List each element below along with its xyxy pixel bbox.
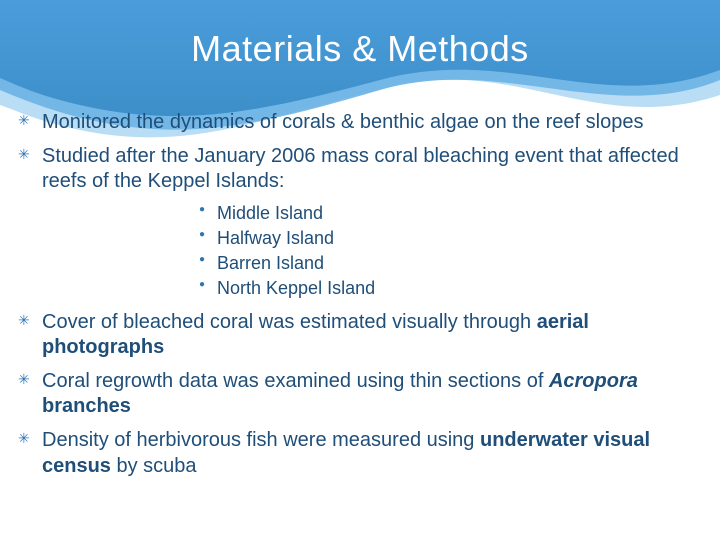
bullet-text: Coral regrowth data was examined using t…: [42, 370, 549, 392]
sub-bullet-list: Middle Island Halfway Island Barren Isla…: [42, 201, 702, 302]
bullet-text: by scuba: [111, 455, 197, 477]
slide-body: Monitored the dynamics of corals & benth…: [0, 110, 720, 487]
bullet-text: Studied after the January 2006 mass cora…: [42, 145, 679, 193]
sub-bullet-item: Middle Island: [217, 201, 702, 226]
bullet-item: Density of herbivorous fish were measure…: [28, 428, 702, 479]
bold-text: branches: [42, 395, 131, 417]
sub-bullet-item: North Keppel Island: [217, 276, 702, 301]
bullet-item: Coral regrowth data was examined using t…: [28, 369, 702, 420]
bullet-item: Studied after the January 2006 mass cora…: [28, 144, 702, 302]
bullet-item: Cover of bleached coral was estimated vi…: [28, 310, 702, 361]
bold-italic-text: Acropora: [549, 370, 638, 392]
bullet-list: Monitored the dynamics of corals & benth…: [28, 110, 702, 479]
bullet-text: Density of herbivorous fish were measure…: [42, 429, 480, 451]
sub-bullet-item: Halfway Island: [217, 226, 702, 251]
slide-title: Materials & Methods: [0, 28, 720, 70]
bullet-text: Cover of bleached coral was estimated vi…: [42, 311, 537, 333]
bullet-item: Monitored the dynamics of corals & benth…: [28, 110, 702, 136]
sub-bullet-item: Barren Island: [217, 251, 702, 276]
